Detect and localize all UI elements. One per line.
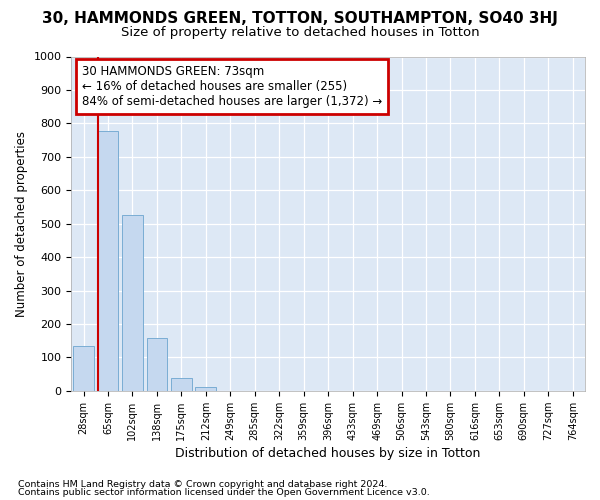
Y-axis label: Number of detached properties: Number of detached properties [15,130,28,316]
Bar [98,130,118,391]
Text: Size of property relative to detached houses in Totton: Size of property relative to detached ho… [121,26,479,39]
X-axis label: Distribution of detached houses by size in Totton: Distribution of detached houses by size … [175,447,481,460]
Text: 30 HAMMONDS GREEN: 73sqm
← 16% of detached houses are smaller (255)
84% of semi-: 30 HAMMONDS GREEN: 73sqm ← 16% of detach… [82,65,382,108]
Bar [73,346,94,391]
Bar [146,338,167,391]
Bar [122,216,143,391]
Text: Contains HM Land Registry data © Crown copyright and database right 2024.: Contains HM Land Registry data © Crown c… [18,480,388,489]
Bar [171,378,192,391]
Bar [196,387,216,391]
Text: Contains public sector information licensed under the Open Government Licence v3: Contains public sector information licen… [18,488,430,497]
Text: 30, HAMMONDS GREEN, TOTTON, SOUTHAMPTON, SO40 3HJ: 30, HAMMONDS GREEN, TOTTON, SOUTHAMPTON,… [42,12,558,26]
